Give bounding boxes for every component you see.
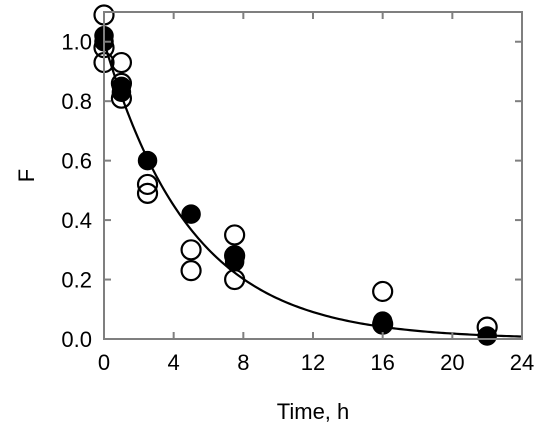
open-point-7 (136, 182, 159, 204)
open-point-6 (136, 173, 159, 196)
open-point-13 (372, 280, 394, 303)
x-axis-title: Time, h (277, 399, 350, 424)
open-point-9 (180, 260, 202, 282)
filled-point-4 (137, 150, 158, 171)
y-tick-label: 0.0 (61, 327, 92, 352)
x-tick-label: 12 (301, 350, 325, 375)
y-tick-label: 0.4 (61, 208, 92, 233)
filled-point-3 (111, 82, 132, 103)
filled-point-9 (372, 314, 393, 334)
y-tick-label: 1.0 (61, 30, 92, 55)
open-point-8 (180, 239, 202, 261)
x-tick-label: 0 (98, 350, 110, 375)
x-tick-label: 4 (168, 350, 180, 375)
y-tick-label: 0.6 (61, 149, 92, 174)
x-tick-label: 16 (370, 350, 394, 375)
open-point-12 (224, 268, 246, 291)
y-tick-label: 0.2 (61, 268, 92, 293)
x-tick-label: 20 (440, 350, 464, 375)
y-axis-title: F (14, 169, 39, 182)
y-tick-label: 0.8 (61, 89, 92, 114)
open-point-3 (110, 51, 133, 74)
filled-point-7 (224, 251, 245, 272)
filled-point-10 (477, 326, 497, 346)
filled-point-5 (181, 204, 201, 224)
x-tick-label: 24 (510, 350, 534, 375)
x-tick-label: 8 (237, 350, 249, 375)
open-point-10 (224, 224, 246, 246)
plot-area: 0 4 8 12 16 20 24 0.0 0.2 0.4 0.6 0.8 1.0 (61, 4, 534, 375)
